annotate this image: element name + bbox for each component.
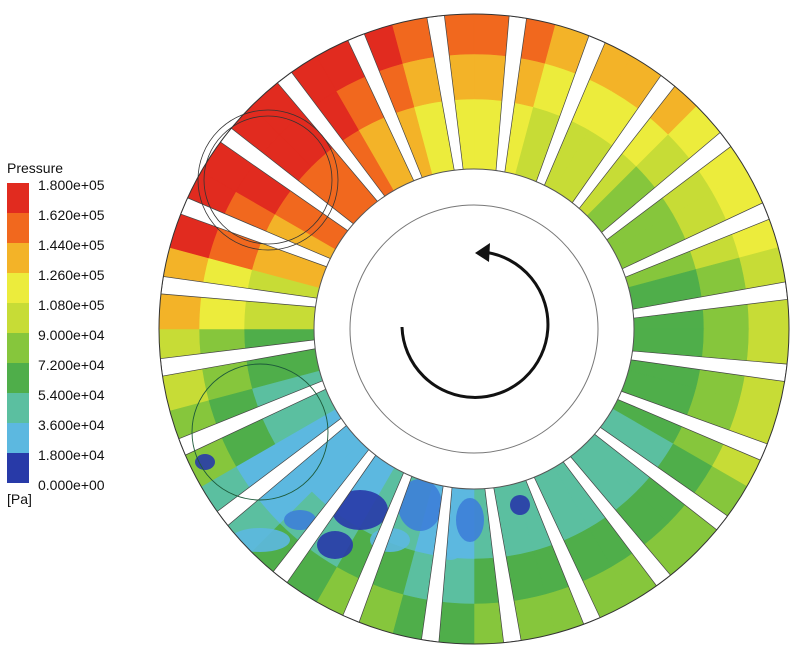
legend-swatch [7, 423, 29, 453]
low-pressure-blob [332, 490, 388, 530]
shaft-circle [349, 204, 599, 454]
pressure-legend: Pressure 1.800e+05 1.620e+05 1.440e+05 1… [0, 0, 160, 645]
legend-swatch [7, 333, 29, 363]
legend-label: 1.440e+05 [38, 237, 105, 253]
legend-label: 5.400e+04 [38, 387, 105, 403]
low-pressure-blob [398, 479, 442, 531]
legend-label: 7.200e+04 [38, 357, 105, 373]
legend-swatch [7, 303, 29, 333]
legend-swatch [7, 453, 29, 483]
legend-label: 3.600e+04 [38, 417, 105, 433]
legend-swatch [7, 363, 29, 393]
low-pressure-regions [195, 454, 530, 560]
legend-unit: [Pa] [7, 491, 32, 507]
legend-label: 1.800e+04 [38, 447, 105, 463]
legend-label: 9.000e+04 [38, 327, 105, 343]
hub [313, 168, 635, 490]
legend-title: Pressure [7, 160, 64, 176]
legend-swatch [7, 393, 29, 423]
low-pressure-blob [510, 495, 530, 515]
blades [160, 15, 788, 643]
outer-rim [158, 13, 790, 645]
legend-swatch [7, 273, 29, 303]
probe-circle-inner [203, 115, 333, 245]
legend-label: 1.260e+05 [38, 267, 105, 283]
legend-label: 1.800e+05 [38, 177, 105, 193]
legend-label: 0.000e+00 [38, 477, 105, 493]
probe-circle [197, 109, 339, 251]
legend-label: 1.080e+05 [38, 297, 105, 313]
rotation-arrow [400, 243, 550, 399]
low-pressure-blob [317, 531, 353, 559]
low-pressure-blob [456, 498, 484, 542]
legend-swatch [7, 183, 29, 213]
legend-swatch [7, 213, 29, 243]
legend-swatch [7, 243, 29, 273]
low-pressure-blob [195, 454, 215, 470]
legend-label: 1.620e+05 [38, 207, 105, 223]
low-pressure-blob [230, 528, 290, 552]
low-pressure-blob [284, 510, 316, 530]
probe-circle [191, 363, 329, 501]
